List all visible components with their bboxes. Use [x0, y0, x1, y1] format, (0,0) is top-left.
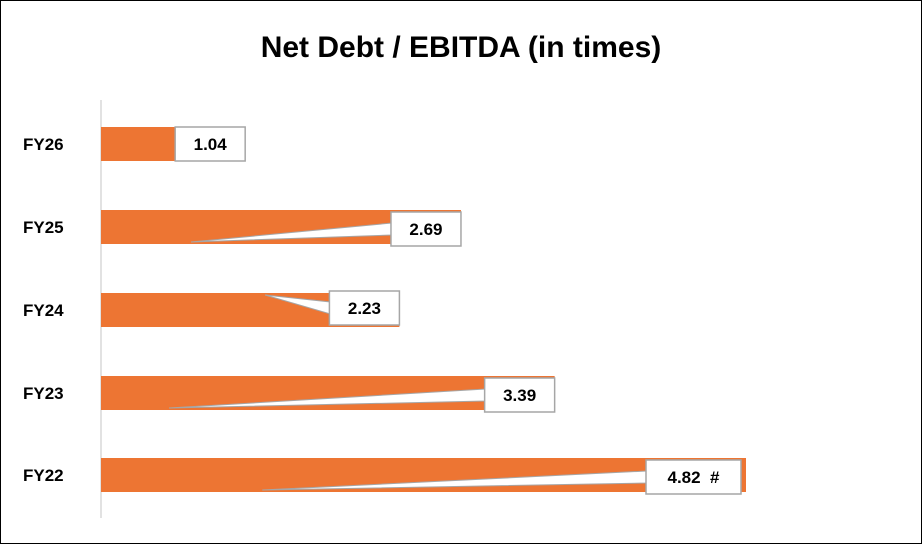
y-tick-label: FY26: [23, 135, 64, 154]
data-label-box: [483, 377, 556, 413]
y-tick-label: FY23: [23, 384, 64, 403]
y-tick-label: FY22: [23, 466, 64, 485]
data-label-box: [174, 126, 246, 162]
data-label-box: [390, 211, 462, 247]
data-label: 2.23: [348, 299, 381, 318]
chart-title: Net Debt / EBITDA (in times): [260, 31, 662, 64]
data-label-box: [645, 459, 742, 495]
y-tick-label: FY25: [23, 218, 64, 237]
y-tick-label: FY24: [23, 301, 64, 320]
data-label: 4.82 #: [668, 468, 721, 487]
data-label-box: [328, 290, 401, 326]
data-label: 1.04: [194, 135, 228, 154]
data-label: 3.39: [503, 386, 536, 405]
data-label: 2.69: [409, 220, 442, 239]
